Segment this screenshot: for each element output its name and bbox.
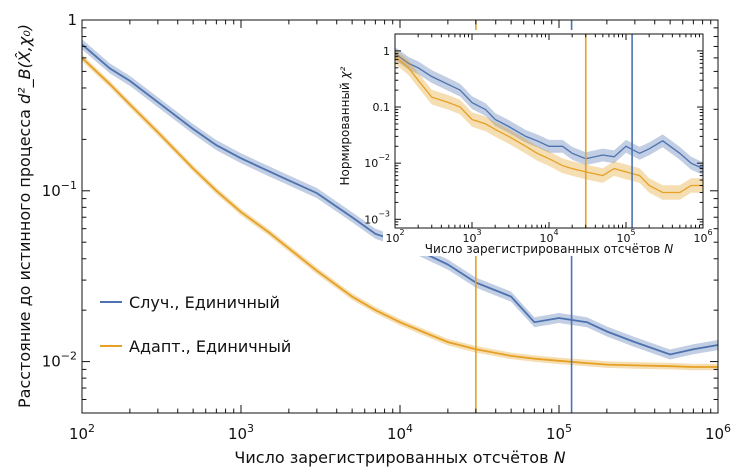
x-tick-label: 105 <box>546 422 572 443</box>
legend-label-0: Случ., Единичный <box>129 293 280 312</box>
inset-x-tick-label: 102 <box>385 228 404 245</box>
x-tick-label: 102 <box>69 422 95 443</box>
y-tick-label: 10−2 <box>42 350 77 371</box>
inset-y-tick-label: 10−2 <box>364 153 390 170</box>
legend-label-1: Адапт., Единичный <box>129 337 291 356</box>
x-axis-title: Число зарегистрированных отсчётов N <box>234 448 565 467</box>
x-tick-label: 106 <box>705 422 731 443</box>
inset-x-tick-label: 105 <box>616 228 635 245</box>
inset-series-1-line <box>394 55 703 194</box>
x-tick-label: 103 <box>228 422 254 443</box>
inset-series-0-line <box>394 52 704 170</box>
inset-x-axis-title: Число зарегистрированных отсчётов N <box>425 242 673 256</box>
inset-y-axis-title: Нормированный χ² <box>338 66 352 185</box>
inset-y-tick-label: 0.1 <box>373 101 391 114</box>
inset-x-tick-label: 104 <box>539 228 558 245</box>
x-tick-label: 104 <box>387 422 413 443</box>
inset-plot-area <box>395 34 703 228</box>
inset-x-tick-label: 106 <box>693 228 712 245</box>
y-tick-label: 10−1 <box>42 179 77 200</box>
y-axis-title: Расстояние до истинного процесса d²_B(X̂… <box>15 24 35 408</box>
inset-y-tick-label: 10−3 <box>364 209 390 226</box>
inset-x-tick-label: 103 <box>462 228 481 245</box>
inset-series-0-band <box>395 47 703 175</box>
series-1-line <box>81 57 718 368</box>
inset-y-tick-label: 1 <box>383 45 390 58</box>
y-tick-label: 1 <box>67 11 77 29</box>
legend: Случ., Единичный Адапт., Единичный <box>100 293 291 356</box>
